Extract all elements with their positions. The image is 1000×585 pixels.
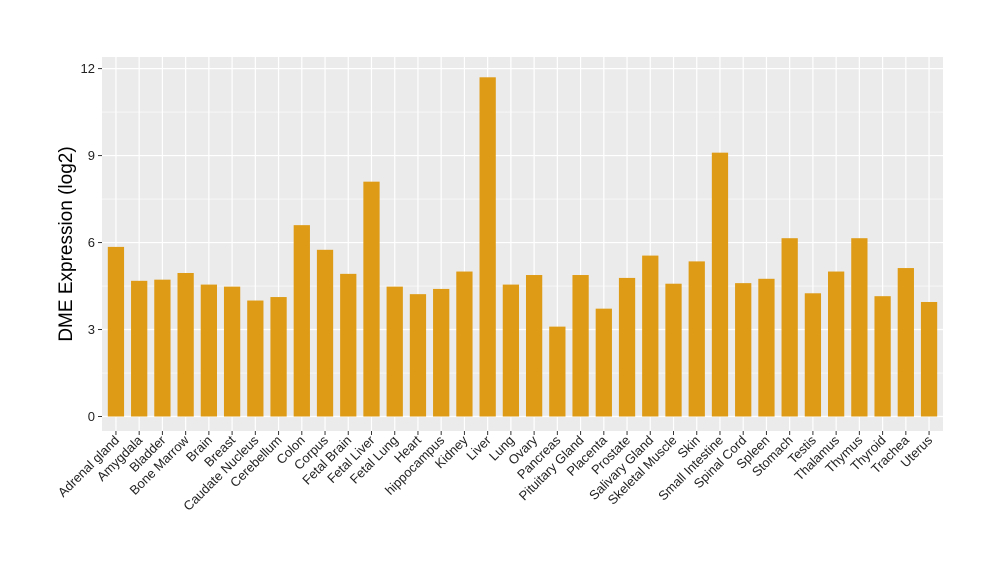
y-tick-label: 0 [88, 409, 95, 424]
bar-bladder [154, 279, 171, 417]
bar-fetal-lung [386, 286, 403, 417]
y-tick-label: 6 [88, 235, 95, 250]
bar-liver [479, 77, 496, 417]
bars [107, 77, 938, 417]
bar-skeletal-muscle [665, 283, 682, 417]
bar-caudate-nucleus [247, 300, 264, 417]
bar-adrenal-gland [107, 246, 125, 417]
bar-prostate [618, 277, 636, 417]
bar-placenta [595, 308, 612, 417]
bar-corpus [316, 249, 334, 417]
bar-testis [804, 293, 822, 417]
bar-thymus [851, 238, 868, 417]
bar-spinal-cord [735, 283, 752, 417]
y-tick-label: 9 [88, 148, 95, 163]
bar-ovary [525, 275, 543, 417]
bar-thalamus [828, 271, 845, 417]
bar-kidney [456, 271, 473, 417]
bar-colon [293, 225, 310, 417]
bar-bone-marrow [177, 272, 194, 417]
bar-small-intestine [711, 152, 729, 417]
y-axis-title: DME Expression (log2) [56, 146, 77, 341]
y-tick-label: 3 [88, 322, 95, 337]
x-tick-label: Liver [463, 432, 494, 463]
bar-uterus [920, 301, 938, 417]
bar-skin [688, 261, 705, 417]
bar-fetal-liver [363, 181, 380, 417]
bar-lung [502, 284, 520, 417]
bar-pituitary-gland [572, 275, 589, 417]
bar-spleen [758, 278, 775, 417]
bar-pancreas [549, 326, 566, 417]
bar-trachea [897, 268, 914, 417]
bar-thyroid [874, 296, 891, 417]
bar-breast [223, 286, 241, 417]
plot-panel [102, 57, 943, 431]
bar-brain [200, 284, 217, 417]
bar-cerebellum [270, 297, 287, 417]
y-tick-label: 12 [81, 61, 95, 76]
bar-amygdala [131, 280, 148, 417]
bar-hippocampus [433, 288, 450, 417]
bar-fetal-brain [340, 273, 357, 417]
bar-stomach [781, 238, 798, 417]
bar-heart [409, 294, 427, 417]
bar-salivary-gland [642, 255, 659, 417]
